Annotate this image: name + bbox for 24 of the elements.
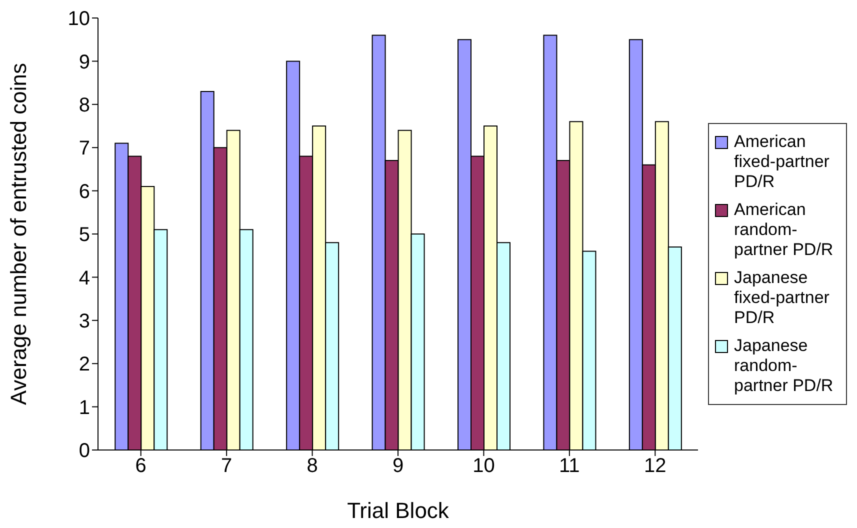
x-axis-title: Trial Block	[347, 498, 450, 523]
legend-label: Japanese random-partner PD/R	[734, 336, 834, 396]
x-tick-label: 8	[306, 455, 318, 478]
y-tick-label: 6	[78, 180, 90, 203]
legend-label: American fixed-partner PD/R	[734, 132, 830, 192]
x-tick-label: 6	[135, 455, 146, 478]
y-tick-label: 7	[78, 138, 90, 160]
y-tick-label: 9	[78, 51, 90, 74]
y-tick-label: 5	[78, 224, 90, 246]
legend-label: American random-partner PD/R	[734, 200, 834, 260]
x-tick-label: 11	[559, 455, 580, 478]
y-tick-label: 10	[68, 8, 90, 30]
x-tick-label: 7	[221, 455, 232, 478]
y-tick-label: 1	[78, 396, 90, 419]
y-axis-title: Average number of entrusted coins	[6, 62, 31, 406]
x-tick-label: 9	[392, 455, 404, 478]
y-tick-label: 3	[78, 310, 90, 332]
y-tick-label: 8	[78, 94, 90, 116]
y-tick-label: 2	[78, 354, 90, 376]
x-tick-label: 10	[472, 455, 495, 478]
y-tick-label: 0	[78, 440, 90, 462]
y-tick-label: 4	[78, 267, 90, 290]
x-tick-label: 12	[644, 455, 666, 478]
legend-label: Japanese fixed-partner PD/R	[734, 268, 830, 328]
